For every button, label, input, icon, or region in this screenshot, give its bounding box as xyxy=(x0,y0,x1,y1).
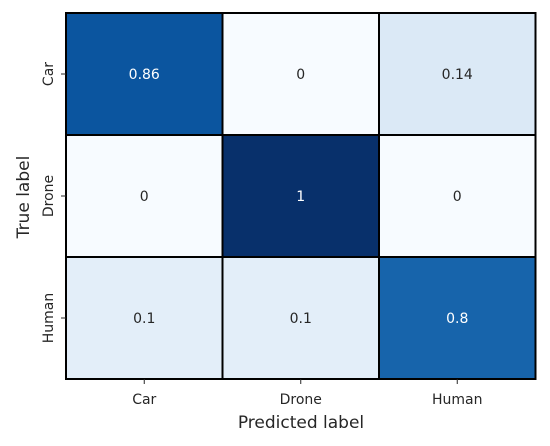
heatmap-cell xyxy=(221,256,380,380)
heatmap-cell xyxy=(378,134,537,258)
cell-value-label: 0 xyxy=(140,189,149,205)
cell-value-label: 0.8 xyxy=(446,311,468,327)
cell-value-label: 0 xyxy=(453,189,462,205)
y-axis-label: True label xyxy=(14,156,34,240)
cell-value-label: 0.1 xyxy=(133,311,155,327)
x-axis-label: Predicted label xyxy=(238,413,364,433)
y-tick-label: Human xyxy=(41,293,57,344)
cell-value-label: 0.86 xyxy=(129,67,160,83)
x-tick-label: Drone xyxy=(280,392,322,408)
cell-value-label: 0.1 xyxy=(290,311,312,327)
cell-value-label: 0.14 xyxy=(442,67,473,83)
heatmap-cell xyxy=(65,134,224,258)
x-axis-ticks: Car Drone Human xyxy=(132,379,483,408)
heatmap-cell xyxy=(378,12,537,136)
cell-value-label: 0 xyxy=(296,67,305,83)
heatmap-cell xyxy=(65,12,224,136)
y-tick-label: Car xyxy=(41,62,57,86)
heatmap-cells: 0.86 0 0.14 0 1 0 0.1 0.1 0.8 xyxy=(65,12,537,380)
y-axis-ticks: Car Drone Human xyxy=(41,62,66,344)
heatmap-cell xyxy=(221,12,380,136)
y-tick-label: Drone xyxy=(41,175,57,217)
x-tick-label: Car xyxy=(132,392,156,408)
x-tick-label: Human xyxy=(432,392,483,408)
cell-value-label: 1 xyxy=(296,189,305,205)
